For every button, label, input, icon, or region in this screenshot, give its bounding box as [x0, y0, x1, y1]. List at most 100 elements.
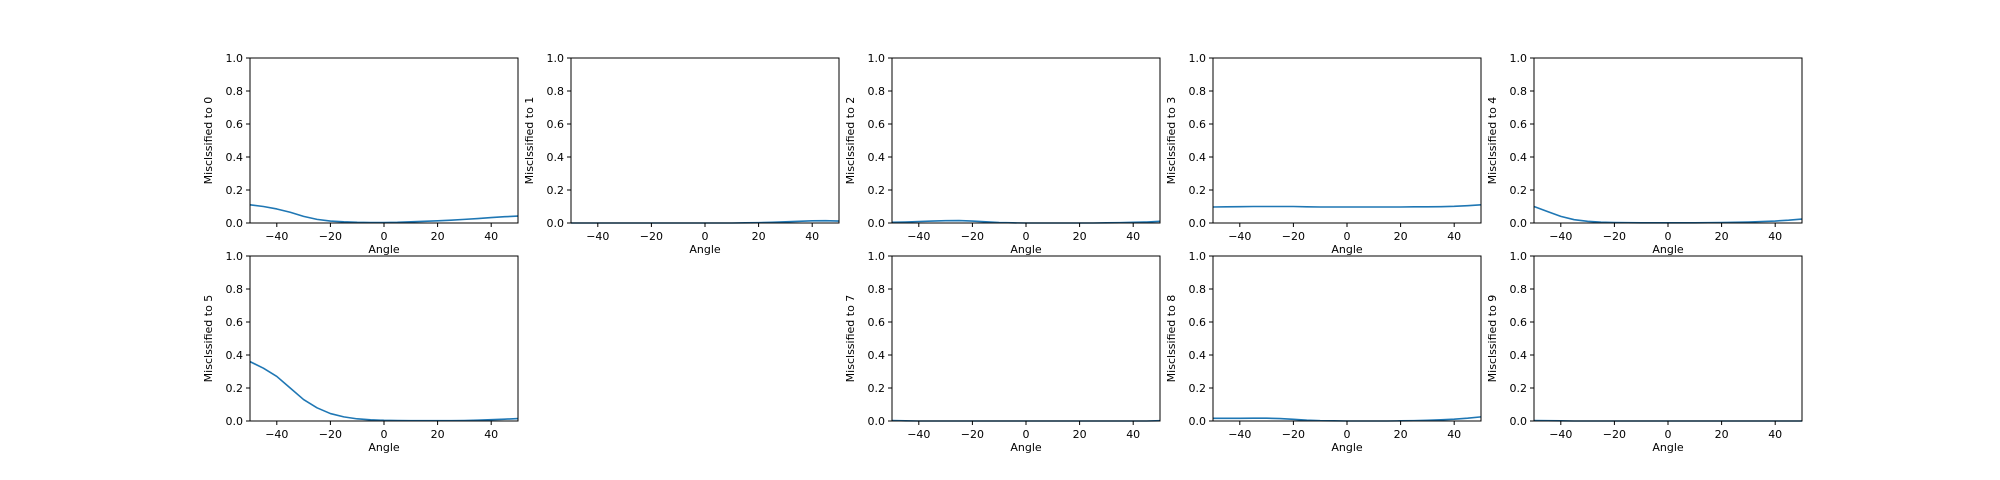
subplot-7: −40 −20 0 20 40 0.0 0.2 0.4 0.6 0.8 1.0 Angle Miscls…: [844, 250, 1161, 454]
y-tick-label: 1.0: [1189, 250, 1207, 263]
y-tick-label: 0.2: [868, 382, 886, 395]
y-tick-label: 0.2: [226, 184, 244, 197]
y-tick-label: 1.0: [226, 250, 244, 263]
y-tick-label: 0.8: [1189, 283, 1207, 296]
x-tick-label: −40: [1549, 230, 1572, 243]
x-tick-label: 40: [805, 230, 819, 243]
subplot-5: −40 −20 0 20 40 0.0 0.2 0.4 0.6 0.8 1.0 Angle Miscls…: [202, 250, 519, 454]
x-tick-label: −20: [640, 230, 663, 243]
axes-frame: [1533, 57, 1803, 224]
axes-frame: [249, 255, 519, 422]
x-tick-label: −20: [1603, 428, 1626, 441]
y-tick-label: 0.6: [868, 118, 886, 131]
x-tick-label: 20: [1715, 428, 1729, 441]
x-tick-label: −40: [1549, 428, 1572, 441]
x-tick-label: −40: [907, 230, 930, 243]
x-tick-label: −20: [1282, 230, 1305, 243]
y-tick-label: 0.0: [868, 415, 886, 428]
y-tick-label: 0.4: [1510, 151, 1528, 164]
y-tick-label: 0.4: [1189, 151, 1207, 164]
y-tick-label: 0.2: [1510, 382, 1528, 395]
x-axis-label: Angle: [1010, 441, 1042, 454]
y-tick-label: 1.0: [226, 52, 244, 65]
y-axis-label: Misclssified to 1: [523, 97, 536, 185]
y-tick-label: 0.4: [1510, 349, 1528, 362]
y-axis-label: Misclssified to 5: [202, 295, 215, 383]
y-tick-label: 0.6: [868, 316, 886, 329]
axes-frame: [570, 57, 840, 224]
y-tick-label: 0.0: [226, 217, 244, 230]
x-tick-label: −40: [265, 428, 288, 441]
x-tick-label: 20: [1073, 428, 1087, 441]
y-tick-label: 1.0: [547, 52, 565, 65]
x-tick-label: −20: [1282, 428, 1305, 441]
x-tick-label: 40: [1447, 428, 1461, 441]
x-tick-label: 20: [431, 230, 445, 243]
x-tick-label: 0: [1023, 428, 1030, 441]
y-tick-label: 0.6: [547, 118, 565, 131]
y-tick-label: 0.8: [868, 283, 886, 296]
x-tick-label: −20: [1603, 230, 1626, 243]
series-line: [249, 204, 519, 224]
y-tick-label: 1.0: [1510, 52, 1528, 65]
x-tick-label: 40: [1447, 230, 1461, 243]
y-tick-label: 0.2: [547, 184, 565, 197]
axes-frame: [891, 57, 1161, 224]
y-tick-label: 0.8: [1510, 283, 1528, 296]
subplot-8: −40 −20 0 20 40 0.0 0.2 0.4 0.6 0.8 1.0 Angle Miscls…: [1165, 250, 1482, 454]
y-tick-label: 1.0: [868, 250, 886, 263]
y-tick-label: 0.2: [868, 184, 886, 197]
y-axis-label: Misclssified to 4: [1486, 97, 1499, 185]
y-tick-label: 0.4: [547, 151, 565, 164]
subplot-1: −40 −20 0 20 40 0.0 0.2 0.4 0.6 0.8 1.0 Angle Miscls…: [523, 52, 840, 256]
x-axis-label: Angle: [368, 243, 400, 256]
y-axis-label: Misclssified to 3: [1165, 97, 1178, 185]
x-tick-label: 20: [1394, 428, 1408, 441]
y-tick-label: 0.8: [868, 85, 886, 98]
x-axis-label: Angle: [1331, 243, 1363, 256]
subplot-0: −40 −20 0 20 40 0.0 0.2 0.4 0.6 0.8 1.0 Angle Miscls…: [202, 52, 519, 256]
x-axis-label: Angle: [1652, 441, 1684, 454]
y-tick-label: 0.8: [547, 85, 565, 98]
y-axis-label: Misclssified to 8: [1165, 295, 1178, 383]
y-tick-label: 0.6: [226, 316, 244, 329]
x-tick-label: 0: [702, 230, 709, 243]
x-axis-label: Angle: [1010, 243, 1042, 256]
x-tick-label: −20: [961, 230, 984, 243]
y-tick-label: 0.6: [1510, 316, 1528, 329]
x-tick-label: 0: [381, 428, 388, 441]
series-line: [249, 360, 519, 422]
y-tick-label: 1.0: [868, 52, 886, 65]
y-axis-label: Misclssified to 0: [202, 97, 215, 185]
y-tick-label: 0.6: [1189, 118, 1207, 131]
series-line: [1533, 205, 1803, 224]
x-axis-label: Angle: [368, 441, 400, 454]
x-tick-label: 0: [1665, 230, 1672, 243]
y-tick-label: 0.0: [1189, 415, 1207, 428]
subplot-9: −40 −20 0 20 40 0.0 0.2 0.4 0.6 0.8 1.0 Angle Miscls…: [1486, 250, 1803, 454]
y-tick-label: 0.8: [226, 283, 244, 296]
y-tick-label: 0.0: [1510, 217, 1528, 230]
y-tick-label: 0.8: [226, 85, 244, 98]
x-tick-label: 40: [1768, 230, 1782, 243]
y-tick-label: 1.0: [1510, 250, 1528, 263]
x-tick-label: 20: [1394, 230, 1408, 243]
x-tick-label: 0: [1344, 428, 1351, 441]
x-tick-label: 0: [1023, 230, 1030, 243]
x-tick-label: 40: [1126, 428, 1140, 441]
y-tick-label: 0.0: [1510, 415, 1528, 428]
x-tick-label: 40: [484, 428, 498, 441]
x-axis-label: Angle: [689, 243, 721, 256]
y-tick-label: 0.4: [226, 349, 244, 362]
x-tick-label: −40: [586, 230, 609, 243]
y-tick-label: 0.8: [1510, 85, 1528, 98]
x-tick-label: 40: [1768, 428, 1782, 441]
x-tick-label: 40: [1126, 230, 1140, 243]
x-tick-label: −40: [265, 230, 288, 243]
y-axis-label: Misclssified to 2: [844, 97, 857, 185]
x-tick-label: −20: [961, 428, 984, 441]
x-tick-label: 20: [1073, 230, 1087, 243]
x-tick-label: 0: [1344, 230, 1351, 243]
y-tick-label: 0.2: [1189, 382, 1207, 395]
